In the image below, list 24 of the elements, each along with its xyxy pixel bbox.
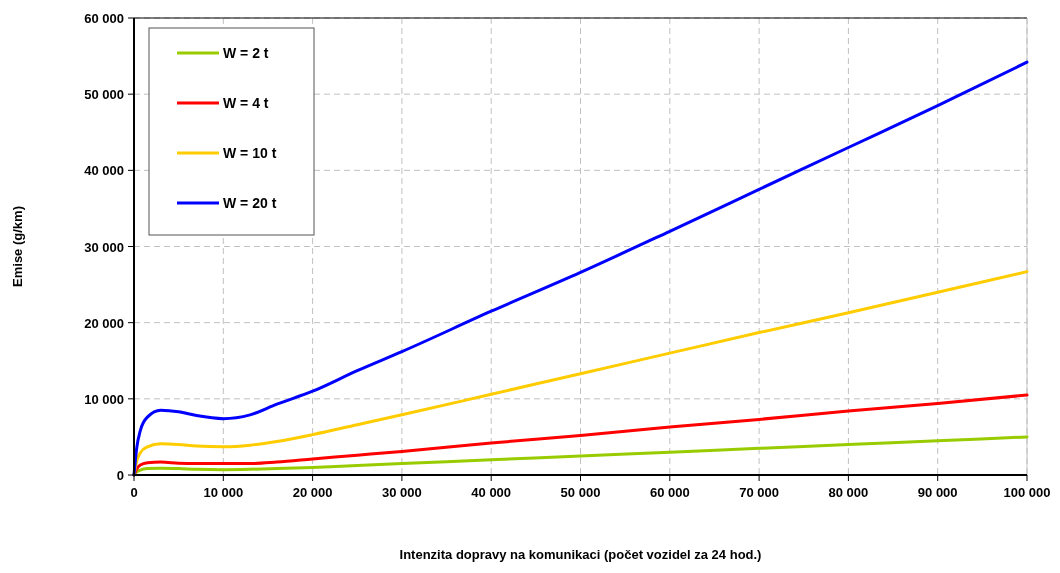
y-axis-title: Emise (g/km) (10, 206, 25, 287)
x-axis-title: Intenzita dopravy na komunikaci (počet vozidel za 24 hod.) (399, 547, 762, 562)
x-tick-label: 70 000 (739, 485, 779, 500)
y-tick-label: 60 000 (84, 11, 124, 26)
x-tick-label: 100 000 (1003, 485, 1051, 500)
x-tick-label: 50 000 (560, 485, 601, 500)
x-tick-label: 20 000 (292, 485, 333, 500)
x-tick-label: 90 000 (917, 485, 958, 500)
legend-label: W = 4 t (223, 95, 269, 111)
y-tick-label: 30 000 (84, 239, 124, 255)
legend-label: W = 2 t (223, 45, 269, 61)
legend-label: W = 20 t (223, 195, 277, 211)
y-tick-label: 10 000 (84, 391, 124, 407)
y-tick-label: 50 000 (84, 87, 124, 103)
x-tick-label: 30 000 (382, 485, 422, 500)
y-tick-label: 0 (116, 468, 124, 483)
x-tick-label: 80 000 (828, 485, 869, 500)
x-tick-label: 40 000 (471, 485, 512, 500)
x-tick-label: 60 000 (649, 485, 690, 500)
legend-label: W = 10 t (223, 145, 277, 161)
y-tick-label: 20 000 (84, 315, 124, 331)
x-tick-label: 10 000 (203, 485, 244, 500)
x-tick-label: 0 (130, 485, 138, 500)
y-tick-label: 40 000 (84, 163, 124, 179)
